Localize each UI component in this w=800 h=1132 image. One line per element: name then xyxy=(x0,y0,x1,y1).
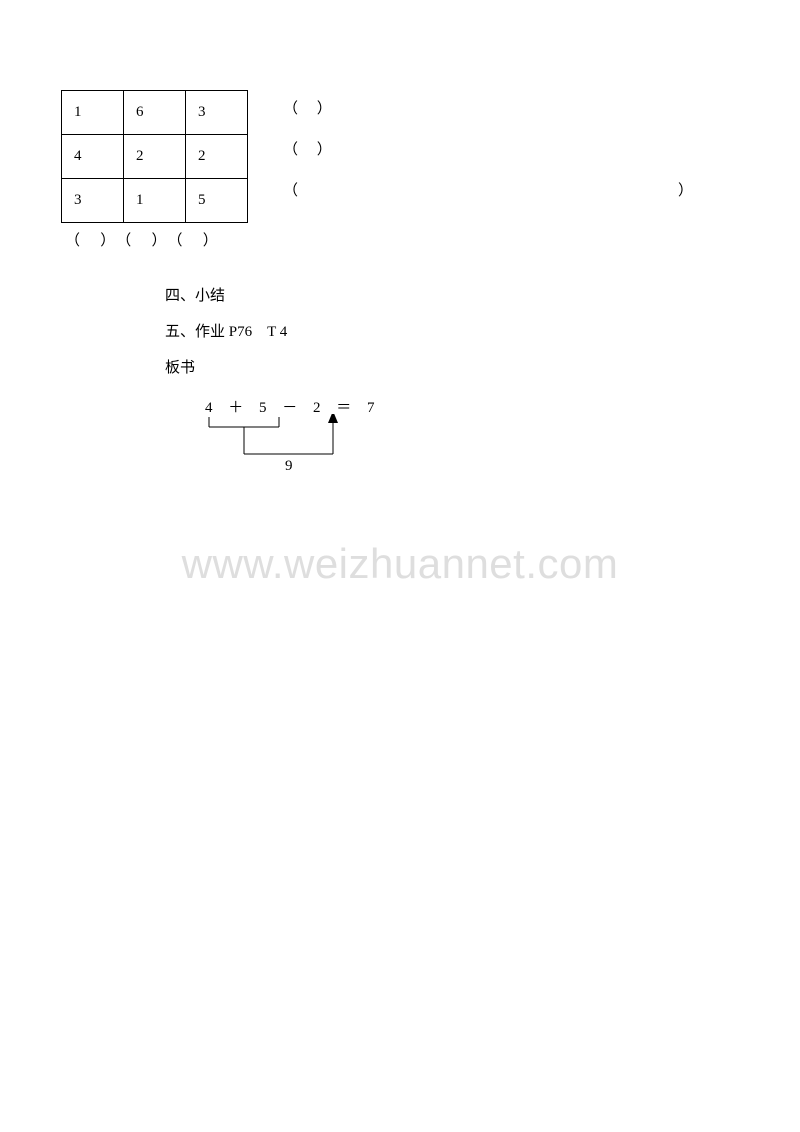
row-paren-1: （ ） xyxy=(283,94,693,124)
cell: 2 xyxy=(186,135,248,179)
intermediate-value: 9 xyxy=(285,458,293,474)
cell: 4 xyxy=(62,135,124,179)
page-content: 1 6 3 4 2 2 3 1 5 （ ） （ ） （ ） （ ） （ xyxy=(0,0,800,496)
equation-diagram: 4 ＋ 5 － 2 ＝ 7 9 xyxy=(205,396,505,496)
column-parens: （ ） （ ） （ ） xyxy=(65,229,248,250)
cell: 1 xyxy=(62,91,124,135)
paren-close: ） xyxy=(678,176,693,206)
cell: 6 xyxy=(124,91,186,135)
table-wrapper: 1 6 3 4 2 2 3 1 5 （ ） （ ） （ ） xyxy=(61,90,248,250)
cell: 5 xyxy=(186,179,248,223)
row-parens-group: （ ） （ ） （） xyxy=(283,90,693,206)
paren-open: （ xyxy=(283,183,298,199)
row-paren-3: （） xyxy=(283,176,693,206)
summary-heading: 四、小结 xyxy=(165,278,750,314)
table-row: 3 1 5 xyxy=(62,179,248,223)
top-section: 1 6 3 4 2 2 3 1 5 （ ） （ ） （ ） （ ） （ xyxy=(50,90,750,250)
equation-bracket-svg: 9 xyxy=(205,414,465,494)
cell: 3 xyxy=(186,91,248,135)
board-label: 板书 xyxy=(165,350,750,386)
cell: 1 xyxy=(124,179,186,223)
watermark-text: www.weizhuannet.com xyxy=(0,540,800,588)
row-paren-2: （ ） xyxy=(283,135,693,165)
text-block: 四、小结 五、作业 P76 T 4 板书 xyxy=(165,278,750,386)
number-grid: 1 6 3 4 2 2 3 1 5 xyxy=(61,90,248,223)
table-row: 4 2 2 xyxy=(62,135,248,179)
homework-line: 五、作业 P76 T 4 xyxy=(165,314,750,350)
table-row: 1 6 3 xyxy=(62,91,248,135)
cell: 2 xyxy=(124,135,186,179)
cell: 3 xyxy=(62,179,124,223)
